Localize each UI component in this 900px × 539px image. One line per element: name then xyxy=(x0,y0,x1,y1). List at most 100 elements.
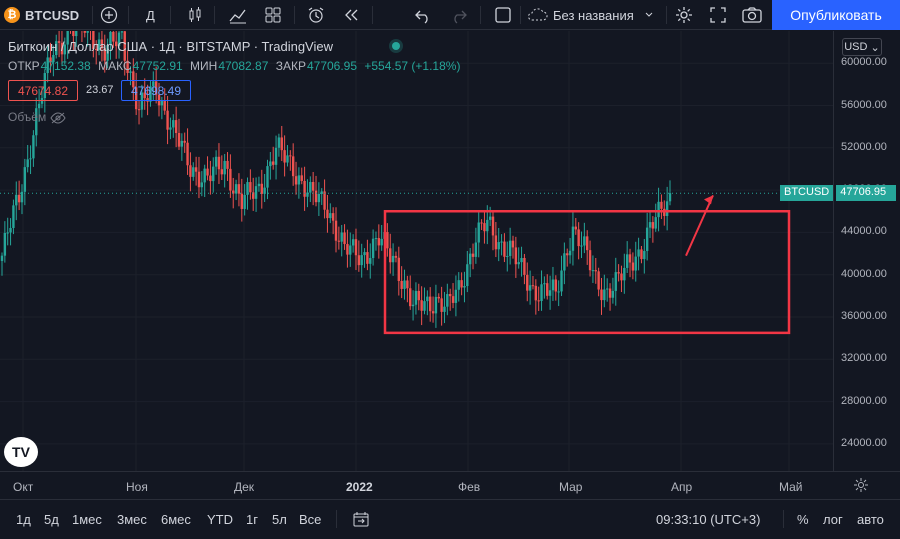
buy-price-box[interactable]: 47698.49 xyxy=(121,80,191,101)
candle xyxy=(571,226,575,251)
candle xyxy=(143,92,146,99)
tradingview-logo[interactable]: TV xyxy=(4,437,38,467)
interval-button[interactable]: Д xyxy=(146,7,155,23)
time-tick-label: 2022 xyxy=(346,480,373,494)
range-button[interactable]: 6мес xyxy=(161,511,191,527)
candle xyxy=(474,242,478,257)
candle xyxy=(317,193,321,203)
chart-pane[interactable] xyxy=(0,0,833,471)
eye-hidden-icon[interactable] xyxy=(49,112,66,124)
candle xyxy=(152,81,155,87)
candle xyxy=(249,182,252,193)
candle xyxy=(260,183,263,194)
range-button[interactable]: YTD xyxy=(207,511,233,527)
candle xyxy=(66,27,69,45)
candle xyxy=(189,165,192,177)
clock[interactable]: 09:33:10 (UTC+3) xyxy=(656,511,761,527)
candle xyxy=(497,242,500,250)
candle xyxy=(86,21,89,33)
candles-icon[interactable] xyxy=(186,0,204,30)
candle xyxy=(446,294,449,307)
candle xyxy=(451,296,455,303)
settings-gear-icon[interactable] xyxy=(674,0,694,30)
range-button[interactable]: 1д xyxy=(16,511,31,527)
candle xyxy=(480,222,483,224)
candle xyxy=(563,253,566,271)
publish-button[interactable]: Опубликовать xyxy=(772,0,900,30)
candle xyxy=(134,87,138,110)
percent-toggle[interactable]: % xyxy=(797,511,809,527)
range-button[interactable]: 1мес xyxy=(72,511,102,527)
candle xyxy=(574,226,577,230)
range-button[interactable]: 3мес xyxy=(117,511,147,527)
symbol-search-button[interactable]: ₿ BTCUSD xyxy=(4,0,79,30)
candle xyxy=(331,213,335,221)
price-tick-label: 56000.00 xyxy=(841,98,887,111)
range-button[interactable]: Все xyxy=(299,511,322,527)
candle xyxy=(109,31,112,45)
candle xyxy=(309,181,312,193)
add-symbol-icon[interactable] xyxy=(100,0,118,30)
price-chart[interactable] xyxy=(0,0,833,471)
candle xyxy=(37,103,41,109)
candle xyxy=(560,270,563,292)
candle xyxy=(423,301,426,311)
candle xyxy=(55,41,58,55)
candle xyxy=(35,108,38,136)
candle xyxy=(534,285,538,301)
templates-icon[interactable] xyxy=(264,0,282,30)
candle xyxy=(660,201,663,209)
candle xyxy=(346,244,349,255)
candle xyxy=(226,160,229,169)
candle xyxy=(566,253,569,256)
currency-select[interactable]: USD ⌄ xyxy=(842,38,882,56)
indicators-icon[interactable] xyxy=(228,0,248,30)
candle xyxy=(600,289,603,301)
volume-legend[interactable]: Объём xyxy=(8,110,66,124)
auto-toggle[interactable]: авто xyxy=(857,511,884,527)
candle xyxy=(594,270,597,272)
range-button[interactable]: 5д xyxy=(44,511,59,527)
time-axis[interactable]: Окт Ноя Дек 2022 Фев Мар Апр Май xyxy=(0,471,900,499)
candle xyxy=(597,271,600,290)
layout-select-icon[interactable] xyxy=(494,0,512,30)
sell-price-box[interactable]: 47674.82 xyxy=(8,80,78,101)
time-tick-label: Апр xyxy=(671,480,693,494)
candle xyxy=(363,252,366,256)
candle xyxy=(60,42,64,55)
spread-value: 23.67 xyxy=(86,84,114,96)
candle xyxy=(46,57,49,74)
candle xyxy=(177,132,181,147)
undo-icon[interactable] xyxy=(414,0,432,30)
range-button[interactable]: 1г xyxy=(246,511,258,527)
time-axis-settings-icon[interactable] xyxy=(853,471,869,499)
alert-icon[interactable] xyxy=(306,0,326,30)
candle xyxy=(15,194,18,206)
candle xyxy=(468,253,472,265)
range-button[interactable]: 5л xyxy=(272,511,287,527)
candle xyxy=(511,240,515,248)
chevron-down-icon xyxy=(645,12,653,17)
candle xyxy=(229,168,232,191)
candle xyxy=(377,238,381,246)
price-axis[interactable]: 60000.0056000.0052000.0048000.0044000.00… xyxy=(833,31,900,471)
candle xyxy=(95,48,98,50)
candle xyxy=(206,168,209,176)
candle xyxy=(645,227,649,251)
candle xyxy=(20,191,24,203)
layout-name-button[interactable]: Без названия xyxy=(526,0,654,30)
fullscreen-icon[interactable] xyxy=(710,0,726,30)
candle xyxy=(75,21,78,37)
candle xyxy=(471,253,475,257)
candle xyxy=(588,250,592,271)
last-price-value: 47706.95 xyxy=(836,185,897,202)
candle xyxy=(132,71,135,88)
replay-icon[interactable] xyxy=(342,0,360,30)
redo-icon[interactable] xyxy=(450,0,468,30)
price-tick-label: 24000.00 xyxy=(841,436,887,449)
goto-date-icon[interactable] xyxy=(353,500,369,538)
log-toggle[interactable]: лог xyxy=(823,511,843,527)
candle xyxy=(548,290,552,296)
candle xyxy=(23,167,27,192)
camera-icon[interactable] xyxy=(742,0,762,30)
